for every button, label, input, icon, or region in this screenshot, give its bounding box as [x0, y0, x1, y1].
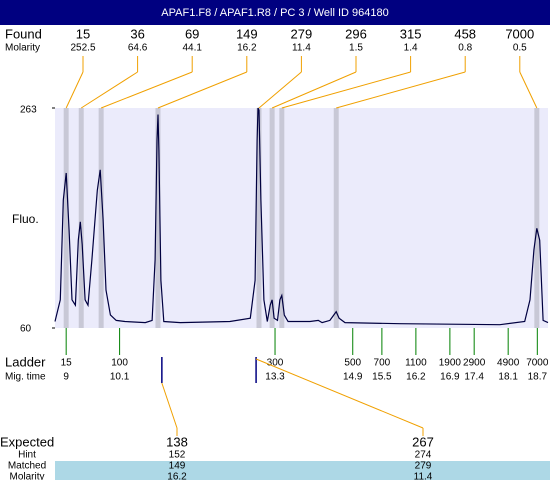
peak-band — [256, 108, 262, 328]
found-molarity: 1.5 — [349, 43, 363, 54]
peak-connector — [271, 71, 357, 109]
header-bar — [0, 0, 550, 25]
found-molarity: 252.5 — [70, 43, 95, 54]
y-tick-label: 263 — [20, 105, 37, 116]
ladder-time: 17.4 — [464, 372, 484, 383]
ladder-time: 18.7 — [528, 372, 548, 383]
peak-connector — [65, 71, 84, 109]
expected-molarity-label: Molarity — [9, 472, 44, 480]
found-molarity: 64.6 — [128, 43, 148, 54]
y-tick-label: 60 — [20, 324, 32, 335]
peak-band — [155, 108, 161, 328]
peak-connector — [157, 71, 247, 109]
ladder-size: 4900 — [497, 358, 520, 369]
found-size: 36 — [130, 26, 144, 41]
found-size: 315 — [400, 26, 422, 41]
expected-molarity: 11.4 — [414, 472, 433, 480]
expected-connector — [255, 358, 424, 429]
hint-label: Hint — [18, 450, 36, 461]
ladder-time: 9 — [63, 372, 69, 383]
trace — [54, 107, 549, 326]
found-molarity: 44.1 — [182, 43, 202, 54]
ladder-size: 2900 — [463, 358, 486, 369]
ladder-size: 15 — [61, 358, 73, 369]
ladder-label: Ladder — [5, 354, 46, 369]
ladder-size: 700 — [374, 358, 391, 369]
expected-matched: 149 — [169, 461, 186, 472]
ladder-time: 15.5 — [372, 372, 392, 383]
peak-connector — [258, 71, 302, 109]
y-axis-label: Fluo. — [12, 212, 39, 226]
found-size: 279 — [291, 26, 313, 41]
found-size: 296 — [345, 26, 367, 41]
ladder-time: 16.9 — [440, 372, 460, 383]
expected-size: 138 — [166, 434, 188, 449]
peak-connector — [281, 71, 411, 109]
found-molarity: 11.4 — [292, 43, 311, 54]
expected-matched: 279 — [415, 461, 432, 472]
found-label: Found — [5, 26, 42, 41]
peak-band — [333, 108, 339, 328]
found-molarity: 1.4 — [404, 43, 418, 54]
peak-band — [98, 108, 104, 328]
expected-label: Expected — [0, 434, 54, 449]
ladder-size: 7000 — [526, 358, 549, 369]
found-size: 149 — [236, 26, 258, 41]
expected-hint: 152 — [169, 450, 186, 461]
found-size: 69 — [185, 26, 199, 41]
molarity-label: Molarity — [5, 43, 40, 54]
peak-connector — [519, 71, 538, 109]
ladder-size: 500 — [344, 358, 361, 369]
expected-size: 267 — [412, 434, 434, 449]
ladder-size: 1900 — [439, 358, 462, 369]
expected-hint: 274 — [415, 450, 432, 461]
peak-connector — [100, 71, 193, 109]
peak-connector — [336, 71, 466, 109]
peak-band — [269, 108, 275, 328]
found-size: 458 — [454, 26, 476, 41]
peak-band — [78, 108, 84, 328]
found-size: 15 — [76, 26, 90, 41]
header-title: APAF1.F8 / APAF1.R8 / PC 3 / Well ID 964… — [161, 7, 388, 19]
plot-area — [55, 108, 548, 328]
expected-connector — [161, 382, 178, 429]
found-molarity: 16.2 — [237, 43, 257, 54]
peak-band — [279, 108, 285, 328]
ladder-time: 13.3 — [265, 372, 285, 383]
expected-molarity: 16.2 — [167, 472, 187, 480]
peak-band — [63, 108, 69, 328]
ladder-time: 16.2 — [406, 372, 426, 383]
ladder-time: 18.1 — [498, 372, 518, 383]
found-molarity: 0.8 — [458, 43, 472, 54]
ladder-size: 1100 — [405, 358, 427, 369]
ladder-size: 100 — [111, 358, 128, 369]
peak-connector — [80, 71, 138, 109]
ladder-size: 300 — [267, 358, 284, 369]
matched-label: Matched — [8, 461, 46, 472]
ladder-time: 10.1 — [110, 372, 130, 383]
time-label: Mig. time — [5, 372, 46, 383]
matched-row-bg — [55, 461, 550, 480]
found-size: 7000 — [505, 26, 534, 41]
peak-band — [534, 108, 540, 328]
ladder-time: 14.9 — [343, 372, 363, 383]
found-molarity: 0.5 — [513, 43, 527, 54]
